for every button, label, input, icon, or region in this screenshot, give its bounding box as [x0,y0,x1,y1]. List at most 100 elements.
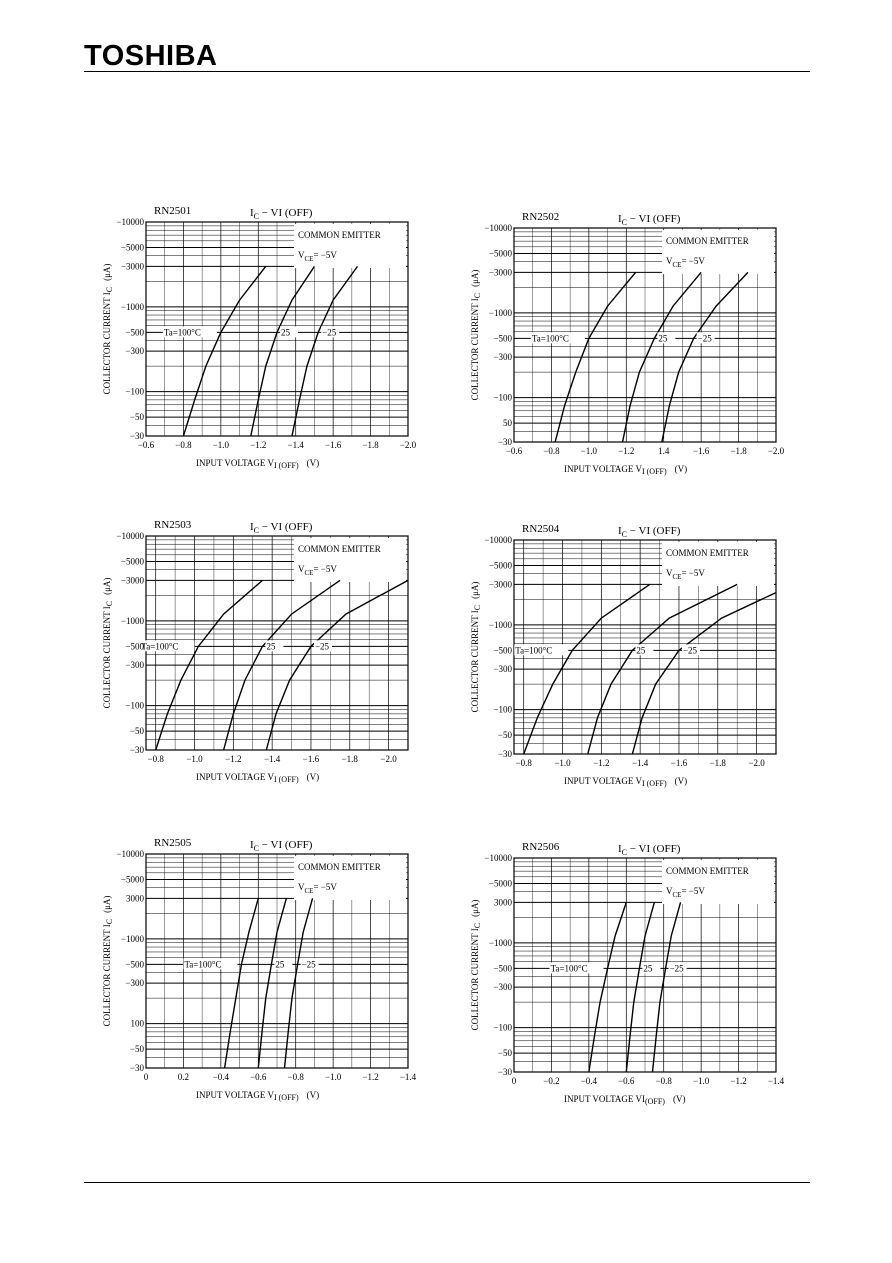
x-tick-label: 1.4 [658,446,670,456]
chart-rn2504: COMMON EMITTER VCE= −5V Ta=100°C 25 −25 −1000… [470,523,777,788]
title-subscript-ioff: I (OFF) [646,213,680,225]
x-axis-label-subscript: I (OFF) [642,467,667,476]
y-tick-label: −1000 [121,934,145,944]
series-line-0 [554,271,637,443]
y-axis-label: COLLECTOR CURRENT IC (μA) [470,582,482,713]
x-tick-label: −1.8 [710,758,727,768]
title-subscript-c: C [622,530,627,539]
y-tick-label: −30 [498,749,513,759]
x-tick-label: −1.2 [593,758,609,768]
series-label-bg [183,958,238,970]
title-symbol: I [250,207,254,219]
y-tick-label: −10000 [484,535,512,545]
plot-frame [513,539,777,755]
y-tick-label: −10000 [484,853,512,863]
y-axis-label-main: COLLECTOR CURRENT I [470,928,480,1030]
title-middle: − V [627,213,647,225]
series-label-bg [300,958,319,970]
y-tick-label: −300 [125,978,144,988]
y-tick-label: −300 [493,352,512,362]
series-label-1: 25 [266,641,276,651]
y-tick-label: −3000 [121,261,145,271]
y-tick-label: −5000 [121,243,145,253]
part-number: RN2502 [522,211,559,223]
y-axis-label-main: COLLECTOR CURRENT I [470,298,480,400]
annotation-vce-value: = −5V [313,250,337,260]
title-subscript-ioff: I (OFF) [278,521,312,533]
x-tick-label: −0.8 [175,440,192,450]
title-subscript-ioff: I (OFF) [646,843,680,855]
x-tick-label: −1.0 [325,1072,342,1082]
x-tick-label: −1.0 [693,1076,710,1086]
part-number: RN2506 [522,841,560,853]
series-label-2: −25 [322,327,337,337]
annotation-vce-value: = −5V [681,256,705,266]
title-subscript-c: C [622,848,627,857]
series-label-0: Ta=100°C [551,963,588,973]
y-tick-label: −1000 [489,620,513,630]
x-axis-label-unit: (V) [307,1090,320,1100]
series-label-0: Ta=100°C [532,333,569,343]
y-tick-label: −500 [125,959,144,969]
y-axis-label-subscript: C [473,293,482,298]
series-line-1 [257,898,288,1069]
x-tick-label: −1.8 [362,440,379,450]
x-axis-label: INPUT VOLTAGE VI (OFF) (V) [196,1090,319,1102]
y-tick-label: −100 [493,705,512,715]
chart-title: IC − VI (OFF) [250,207,313,221]
title-subscript-ioff: I (OFF) [278,839,312,851]
x-axis-label-main: INPUT VOLTAGE V [564,776,642,786]
y-tick-label: −50 [130,412,145,422]
x-tick-label: −2.0 [400,440,417,450]
y-tick-label: −10000 [116,531,144,541]
annotation-vce-symbol: V [666,886,673,896]
series-label-1: 25 [643,963,653,973]
series-line-0 [223,898,259,1069]
y-axis-label: COLLECTOR CURRENT IC (μA) [102,578,114,709]
title-symbol: I [618,843,622,855]
series-line-2 [631,591,777,755]
y-tick-label: −300 [125,660,144,670]
series-line-0 [155,579,263,751]
x-tick-label: −0.8 [516,758,533,768]
y-axis-label-unit: (μA) [470,270,480,287]
y-tick-label: −5000 [121,875,145,885]
annotation-vce-subscript: CE [673,891,682,899]
annotation-vce-symbol: V [298,882,305,892]
x-tick-label: −0.6 [138,440,155,450]
annotation-vce-subscript: CE [673,573,682,581]
x-axis-label-unit: (V) [307,458,320,468]
x-tick-label: −0.8 [543,446,560,456]
series-label-2: −25 [670,963,685,973]
series-label-2: −25 [698,333,713,343]
annotation-common-emitter: COMMON EMITTER [666,236,749,246]
y-tick-label: −1000 [121,302,145,312]
y-tick-label: −10000 [116,849,144,859]
x-axis-label-main: INPUT VOLTAGE VI [564,1094,645,1104]
series-label-bg [657,332,676,344]
y-tick-label: −5000 [489,879,513,889]
series-label-bg [549,962,604,974]
y-tick-label: −100 [125,701,144,711]
y-tick-label: 50 [503,418,513,428]
y-tick-label: −5000 [121,557,145,567]
x-tick-label: −1.2 [250,440,266,450]
series-label-bg [140,640,195,652]
title-middle: − V [627,525,647,537]
title-middle: − V [259,207,279,219]
series-label-0: Ta=100°C [515,645,552,655]
series-line-2 [291,265,359,437]
x-tick-label: 0 [512,1076,517,1086]
x-axis-label-unit: (V) [675,464,688,474]
y-tick-label: −500 [493,963,512,973]
series-line-2 [265,579,409,751]
y-tick-label: −500 [125,641,144,651]
title-middle: − V [627,843,647,855]
title-subscript-c: C [254,526,259,535]
x-tick-label: −1.4 [632,758,649,768]
series-line-1 [587,583,738,755]
x-axis-label: INPUT VOLTAGE VI (OFF) (V) [196,772,319,784]
title-symbol: I [250,839,254,851]
annotation-vce: VCE= −5V [666,886,705,899]
x-tick-label: −1.6 [671,758,688,768]
